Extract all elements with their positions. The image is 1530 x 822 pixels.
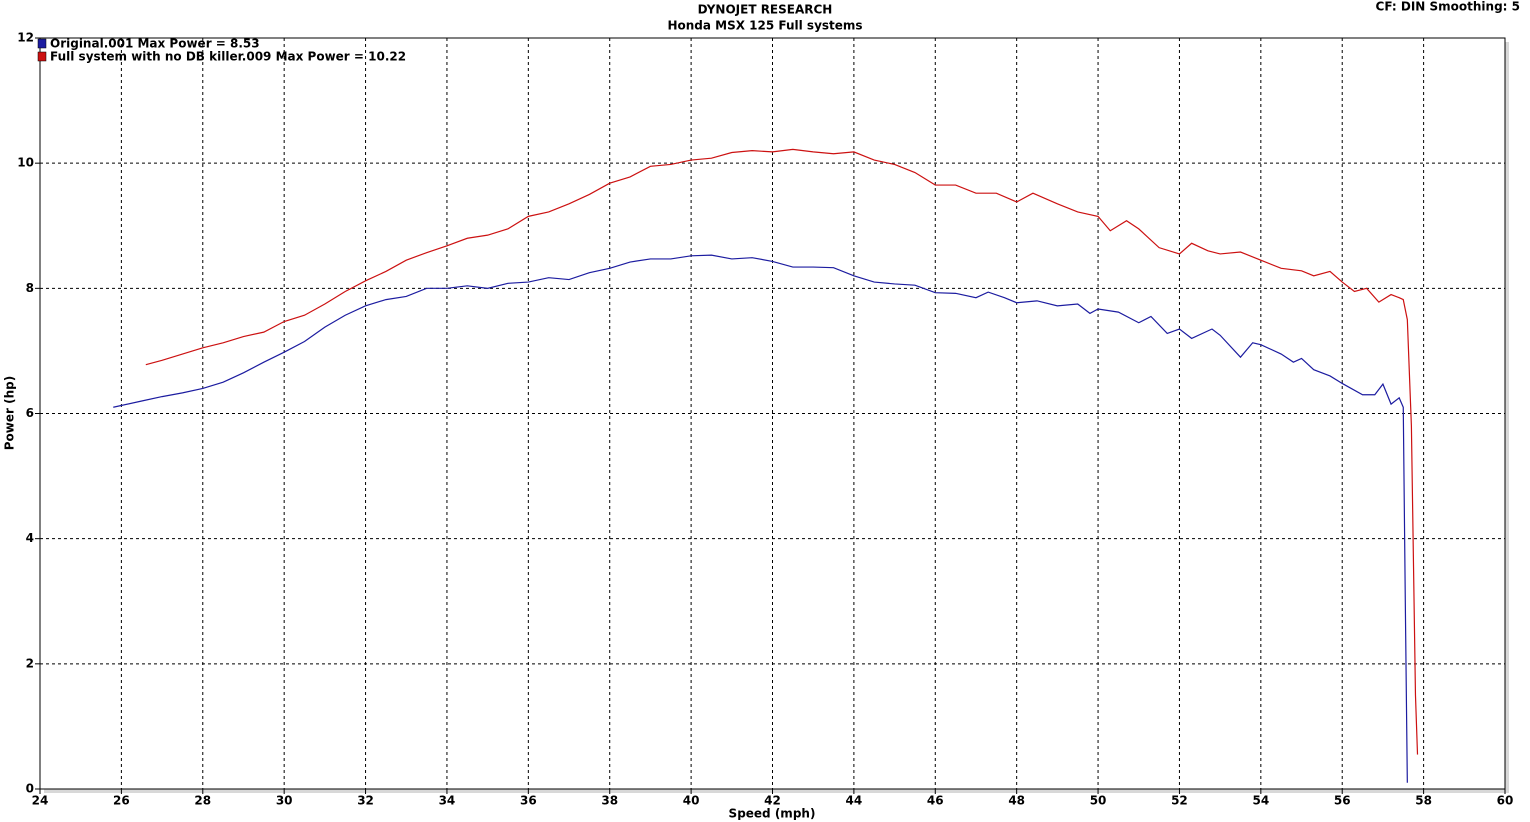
x-tick-label: 34 bbox=[439, 794, 456, 808]
x-tick-label: 44 bbox=[846, 794, 863, 808]
x-tick-label: 38 bbox=[601, 794, 618, 808]
y-tick-label: 10 bbox=[17, 156, 34, 170]
y-tick-label: 12 bbox=[17, 31, 34, 45]
series-line bbox=[113, 254, 1408, 783]
x-tick-label: 24 bbox=[32, 794, 49, 808]
x-tick-label: 56 bbox=[1334, 794, 1351, 808]
chart-title: DYNOJET RESEARCH bbox=[698, 3, 833, 17]
legend-label: Original.001 Max Power = 8.53 bbox=[50, 37, 260, 51]
y-axis-label: Power (hp) bbox=[3, 376, 17, 450]
x-tick-label: 28 bbox=[194, 794, 211, 808]
series-line bbox=[145, 148, 1419, 755]
x-tick-label: 50 bbox=[1090, 794, 1107, 808]
y-tick-label: 4 bbox=[26, 531, 34, 545]
x-tick-label: 52 bbox=[1171, 794, 1188, 808]
x-tick-label: 40 bbox=[683, 794, 700, 808]
x-tick-label: 60 bbox=[1497, 794, 1514, 808]
x-tick-label: 32 bbox=[357, 794, 374, 808]
x-tick-label: 46 bbox=[927, 794, 944, 808]
y-tick-label: 6 bbox=[26, 406, 34, 420]
legend-label: Full system with no DB killer.009 Max Po… bbox=[50, 50, 406, 64]
legend-swatch bbox=[37, 51, 47, 62]
x-tick-label: 26 bbox=[113, 794, 130, 808]
x-tick-label: 36 bbox=[520, 794, 537, 808]
x-tick-label: 54 bbox=[1252, 794, 1269, 808]
x-tick-label: 42 bbox=[764, 794, 781, 808]
y-tick-label: 0 bbox=[26, 782, 34, 796]
chart-subtitle: Honda MSX 125 Full systems bbox=[667, 19, 862, 33]
x-tick-label: 58 bbox=[1415, 794, 1432, 808]
annotation: CF: DIN Smoothing: 5 bbox=[1376, 0, 1520, 14]
legend-swatch bbox=[37, 38, 47, 49]
x-axis-label: Speed (mph) bbox=[729, 807, 816, 821]
y-tick-label: 8 bbox=[26, 281, 34, 295]
x-tick-label: 48 bbox=[1008, 794, 1025, 808]
x-tick-label: 30 bbox=[276, 794, 293, 808]
y-tick-label: 2 bbox=[26, 656, 34, 670]
